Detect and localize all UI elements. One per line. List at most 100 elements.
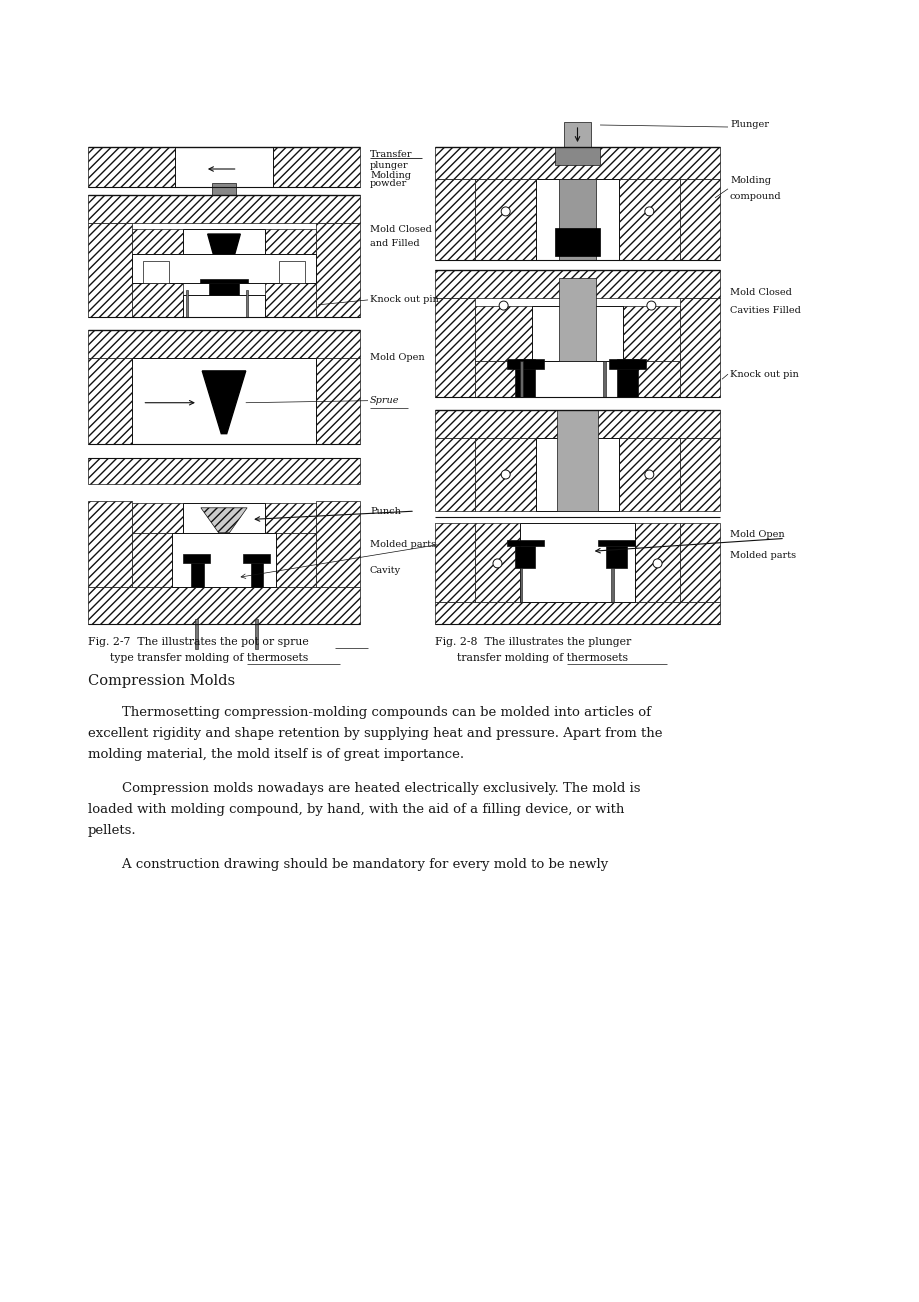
Bar: [265, 283, 316, 316]
Text: Plunger: Plunger: [729, 121, 768, 129]
Bar: [183, 503, 265, 533]
Bar: [536, 178, 618, 260]
Bar: [276, 533, 316, 587]
Bar: [519, 362, 634, 397]
Bar: [131, 254, 316, 283]
Bar: [243, 555, 270, 562]
Bar: [603, 362, 605, 397]
Bar: [435, 437, 474, 510]
Circle shape: [644, 470, 653, 479]
Bar: [88, 587, 359, 624]
Bar: [435, 270, 720, 298]
Bar: [435, 147, 720, 178]
Bar: [88, 329, 359, 358]
Bar: [255, 618, 257, 648]
Bar: [559, 277, 596, 362]
Text: powder: powder: [369, 180, 407, 189]
Bar: [608, 359, 645, 368]
Text: Mold Closed: Mold Closed: [369, 225, 431, 233]
Text: Mold Open: Mold Open: [369, 353, 425, 362]
Text: Transfer: Transfer: [369, 150, 412, 159]
Text: Molding: Molding: [729, 176, 770, 185]
Circle shape: [646, 301, 655, 310]
Bar: [520, 362, 522, 397]
Circle shape: [499, 301, 507, 310]
Text: and Filled: and Filled: [369, 240, 419, 249]
Bar: [618, 437, 679, 510]
Bar: [131, 254, 172, 283]
Bar: [532, 306, 622, 362]
Circle shape: [501, 207, 510, 216]
Bar: [679, 523, 720, 602]
Bar: [186, 290, 188, 316]
Circle shape: [501, 470, 510, 479]
Bar: [175, 147, 273, 187]
Bar: [265, 503, 316, 533]
Bar: [191, 562, 203, 587]
Bar: [195, 618, 198, 648]
Bar: [515, 359, 535, 397]
Text: Cavity: Cavity: [369, 566, 401, 575]
Bar: [474, 178, 536, 260]
Bar: [563, 122, 590, 147]
Bar: [554, 147, 599, 165]
Bar: [316, 358, 359, 444]
Bar: [316, 501, 359, 587]
Circle shape: [644, 207, 653, 216]
Bar: [606, 547, 626, 569]
Text: Knock out pin: Knock out pin: [729, 370, 798, 379]
Text: Thermosetting compression-molding compounds can be molded into articles of: Thermosetting compression-molding compou…: [88, 706, 651, 719]
Bar: [506, 540, 543, 547]
Bar: [183, 296, 265, 316]
Bar: [617, 359, 637, 397]
Text: Molding: Molding: [369, 172, 411, 180]
Bar: [435, 523, 474, 602]
Bar: [679, 298, 720, 397]
Bar: [554, 228, 599, 256]
Bar: [559, 178, 595, 260]
Bar: [519, 569, 522, 602]
Text: Punch: Punch: [369, 506, 401, 516]
Polygon shape: [200, 508, 247, 533]
Bar: [519, 523, 634, 602]
Bar: [634, 362, 679, 397]
Text: Compression molds nowadays are heated electrically exclusively. The mold is: Compression molds nowadays are heated el…: [88, 783, 640, 796]
Bar: [634, 523, 679, 602]
Bar: [679, 178, 720, 260]
Text: transfer molding of thermosets: transfer molding of thermosets: [457, 654, 628, 663]
Text: compound: compound: [729, 193, 781, 202]
Bar: [536, 437, 618, 510]
Text: Mold Open: Mold Open: [729, 530, 784, 539]
Bar: [88, 195, 359, 223]
Bar: [474, 362, 519, 397]
Text: Sprue: Sprue: [369, 396, 399, 405]
Bar: [88, 458, 359, 484]
Bar: [131, 229, 183, 254]
Bar: [474, 523, 519, 602]
Bar: [251, 562, 263, 587]
Polygon shape: [208, 234, 240, 254]
Bar: [131, 358, 316, 444]
Bar: [191, 165, 256, 187]
Bar: [474, 306, 532, 362]
Bar: [142, 260, 168, 283]
Bar: [618, 178, 679, 260]
Text: Molded parts: Molded parts: [729, 551, 795, 560]
Text: Mold Closed: Mold Closed: [729, 288, 791, 297]
Bar: [556, 410, 597, 510]
Bar: [131, 533, 172, 587]
Text: Compression Molds: Compression Molds: [88, 674, 235, 687]
Circle shape: [493, 559, 502, 568]
Bar: [88, 147, 175, 187]
Bar: [245, 290, 248, 316]
Bar: [172, 533, 276, 587]
Bar: [515, 547, 535, 569]
Text: Fig. 2-8  The illustrates the plunger: Fig. 2-8 The illustrates the plunger: [435, 637, 630, 647]
Text: Fig. 2-7  The illustrates the pot or sprue: Fig. 2-7 The illustrates the pot or spru…: [88, 637, 309, 647]
Bar: [88, 501, 131, 587]
Bar: [199, 279, 248, 283]
Bar: [211, 184, 236, 195]
Bar: [474, 437, 536, 510]
Bar: [88, 358, 131, 444]
Text: A construction drawing should be mandatory for every mold to be newly: A construction drawing should be mandato…: [88, 858, 607, 871]
